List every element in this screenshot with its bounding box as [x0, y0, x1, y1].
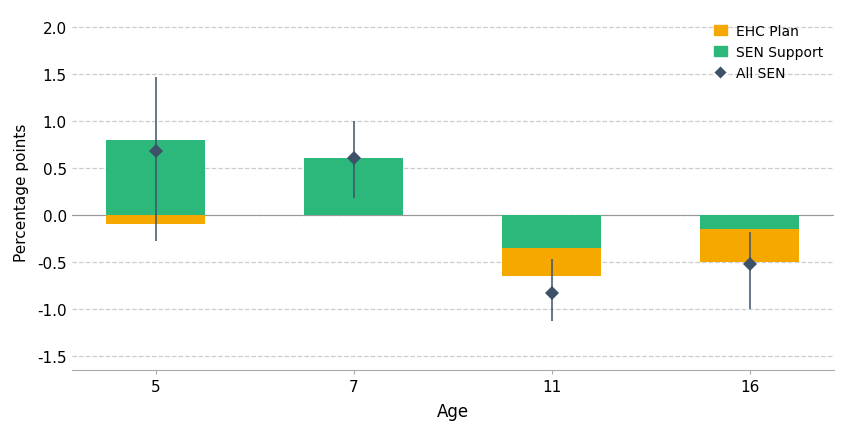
Bar: [700, 215, 800, 229]
Bar: [106, 140, 205, 215]
Legend: EHC Plan, SEN Support, All SEN: EHC Plan, SEN Support, All SEN: [710, 21, 827, 85]
Bar: [106, 215, 205, 225]
Y-axis label: Percentage points: Percentage points: [14, 123, 29, 261]
Bar: [502, 215, 601, 248]
Bar: [304, 159, 404, 215]
Bar: [502, 248, 601, 276]
Bar: [700, 229, 800, 262]
X-axis label: Age: Age: [437, 402, 469, 420]
